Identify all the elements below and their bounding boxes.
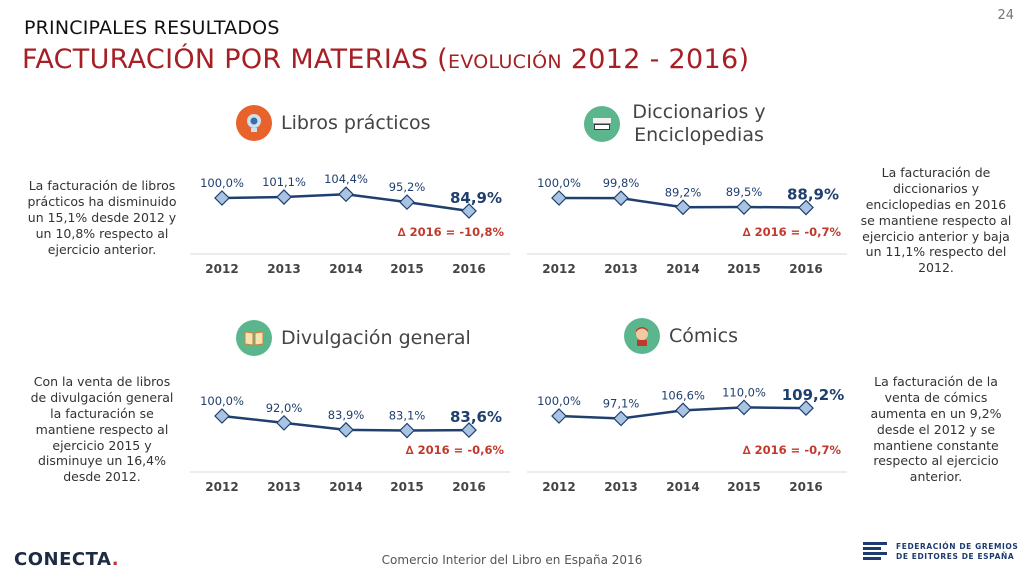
chart-divulgacion: 100,0% 2012 92,0% 2013 83,9% 2014 83,1% 2015 83,… <box>190 394 510 494</box>
heading-label: Diccionarios y Enciclopedias <box>632 101 766 146</box>
page-title: FACTURACIÓN POR MATERIAS (EVOLUCIÓN 2012… <box>22 44 749 75</box>
x-tick-label: 2014 <box>329 480 362 494</box>
x-tick-label: 2014 <box>666 480 699 494</box>
page-number: 24 <box>997 8 1014 23</box>
footer-source: Comercio Interior del Libro en España 20… <box>381 553 643 567</box>
x-tick-label: 2014 <box>329 262 362 276</box>
fgee-line1: FEDERACIÓN DE GREMIOS <box>896 541 1019 551</box>
heading-label: Cómics <box>669 324 739 347</box>
data-point <box>613 190 629 207</box>
data-label: 99,8% <box>603 176 640 190</box>
data-point <box>399 194 415 211</box>
x-tick-label: 2015 <box>727 480 760 494</box>
data-label: 89,5% <box>726 185 763 199</box>
data-point <box>214 408 230 424</box>
x-tick-label: 2016 <box>452 480 485 494</box>
open-book-icon <box>236 320 272 356</box>
x-tick-label: 2014 <box>666 262 699 276</box>
x-tick-label: 2015 <box>727 262 760 276</box>
title-main: FACTURACIÓN POR MATERIAS ( <box>22 44 449 75</box>
data-label: 83,9% <box>328 408 365 422</box>
data-point <box>798 400 814 417</box>
data-label: 92,0% <box>266 401 303 415</box>
data-point <box>338 421 354 438</box>
data-label: 83,1% <box>389 409 426 423</box>
data-label: 100,0% <box>537 394 581 408</box>
data-label: 100,0% <box>537 176 581 190</box>
x-tick-label: 2012 <box>205 262 238 276</box>
chart-comics: 100,0% 2012 97,1% 2013 106,6% 2014 110,0% 2015 1… <box>527 385 847 494</box>
data-label: 106,6% <box>661 388 705 402</box>
data-label: 89,2% <box>665 185 702 199</box>
delta-annotation: ∆ 2016 = -0,7% <box>743 443 842 457</box>
note-divulgacion: Con la venta de libros de divulgación ge… <box>30 374 174 485</box>
data-point <box>675 402 691 419</box>
heading-divulgacion: Divulgación general <box>236 320 471 356</box>
data-label: 100,0% <box>200 176 244 190</box>
gear-lightbulb-icon <box>236 105 272 141</box>
data-point <box>736 199 752 215</box>
note-libros-practicos: La facturación de libros prácticos ha di… <box>27 178 177 257</box>
title-small: EVOLUCIÓN <box>448 51 562 73</box>
data-point <box>613 410 629 427</box>
x-tick-label: 2013 <box>604 480 637 494</box>
data-label: 95,2% <box>389 180 426 194</box>
note-comics: La facturación de la venta de cómics aum… <box>870 374 1002 485</box>
delta-annotation: ∆ 2016 = -10,8% <box>398 225 505 239</box>
x-tick-label: 2013 <box>267 262 300 276</box>
books-icon <box>584 105 620 142</box>
x-tick-label: 2015 <box>390 262 423 276</box>
data-point <box>798 199 814 216</box>
data-point <box>276 414 292 431</box>
data-point <box>399 422 415 439</box>
chart-diccionarios: 100,0% 2012 99,8% 2013 89,2% 2014 89,5% 2015 88,… <box>527 176 847 276</box>
data-point <box>214 190 230 206</box>
heading-label: Divulgación general <box>281 326 471 349</box>
x-tick-label: 2016 <box>452 262 485 276</box>
note-diccionarios: La facturación de diccionarios y enciclo… <box>860 165 1012 276</box>
heading-label: Libros prácticos <box>281 111 431 134</box>
delta-annotation: ∆ 2016 = -0,7% <box>743 225 842 239</box>
data-point <box>461 203 477 219</box>
data-point <box>675 199 691 216</box>
data-point <box>338 186 354 203</box>
x-tick-label: 2012 <box>205 480 238 494</box>
data-label: 88,9% <box>787 186 839 204</box>
x-tick-label: 2015 <box>390 480 423 494</box>
data-label: 97,1% <box>603 396 640 410</box>
x-tick-label: 2012 <box>542 262 575 276</box>
delta-annotation: ∆ 2016 = -0,6% <box>406 443 505 457</box>
data-label: 84,9% <box>450 189 502 207</box>
section-kicker: PRINCIPALES RESULTADOS <box>24 17 280 39</box>
chart-libros-practicos: 100,0% 2012 101,1% 2013 104,4% 2014 95,2% 2015 8… <box>190 172 510 276</box>
comic-character-icon <box>624 318 660 354</box>
data-point <box>551 190 567 206</box>
data-label: 110,0% <box>722 385 766 399</box>
x-tick-label: 2016 <box>789 262 822 276</box>
fgee-emblem-icon <box>863 542 887 560</box>
title-tail: 2012 - 2016) <box>561 44 750 75</box>
x-tick-label: 2012 <box>542 480 575 494</box>
x-tick-label: 2016 <box>789 480 822 494</box>
data-label: 101,1% <box>262 175 306 189</box>
data-label: 109,2% <box>782 386 844 404</box>
data-point <box>276 189 292 205</box>
x-tick-label: 2013 <box>604 262 637 276</box>
conecta-logo: CONECTA. <box>14 549 120 570</box>
data-label: 104,4% <box>324 172 368 186</box>
heading-comics: Cómics <box>624 318 738 354</box>
x-tick-label: 2013 <box>267 480 300 494</box>
heading-libros-practicos: Libros prácticos <box>236 105 431 141</box>
data-point <box>736 399 752 416</box>
heading-diccionarios: Diccionarios y Enciclopedias <box>584 101 769 147</box>
fgee-line2: DE EDITORES DE ESPAÑA <box>896 552 1015 561</box>
data-point <box>461 422 477 439</box>
data-label: 100,0% <box>200 394 244 408</box>
fgee-logo: FEDERACIÓN DE GREMIOS DE EDITORES DE ESP… <box>862 539 1018 565</box>
data-point <box>551 408 567 424</box>
data-label: 83,6% <box>450 408 502 426</box>
